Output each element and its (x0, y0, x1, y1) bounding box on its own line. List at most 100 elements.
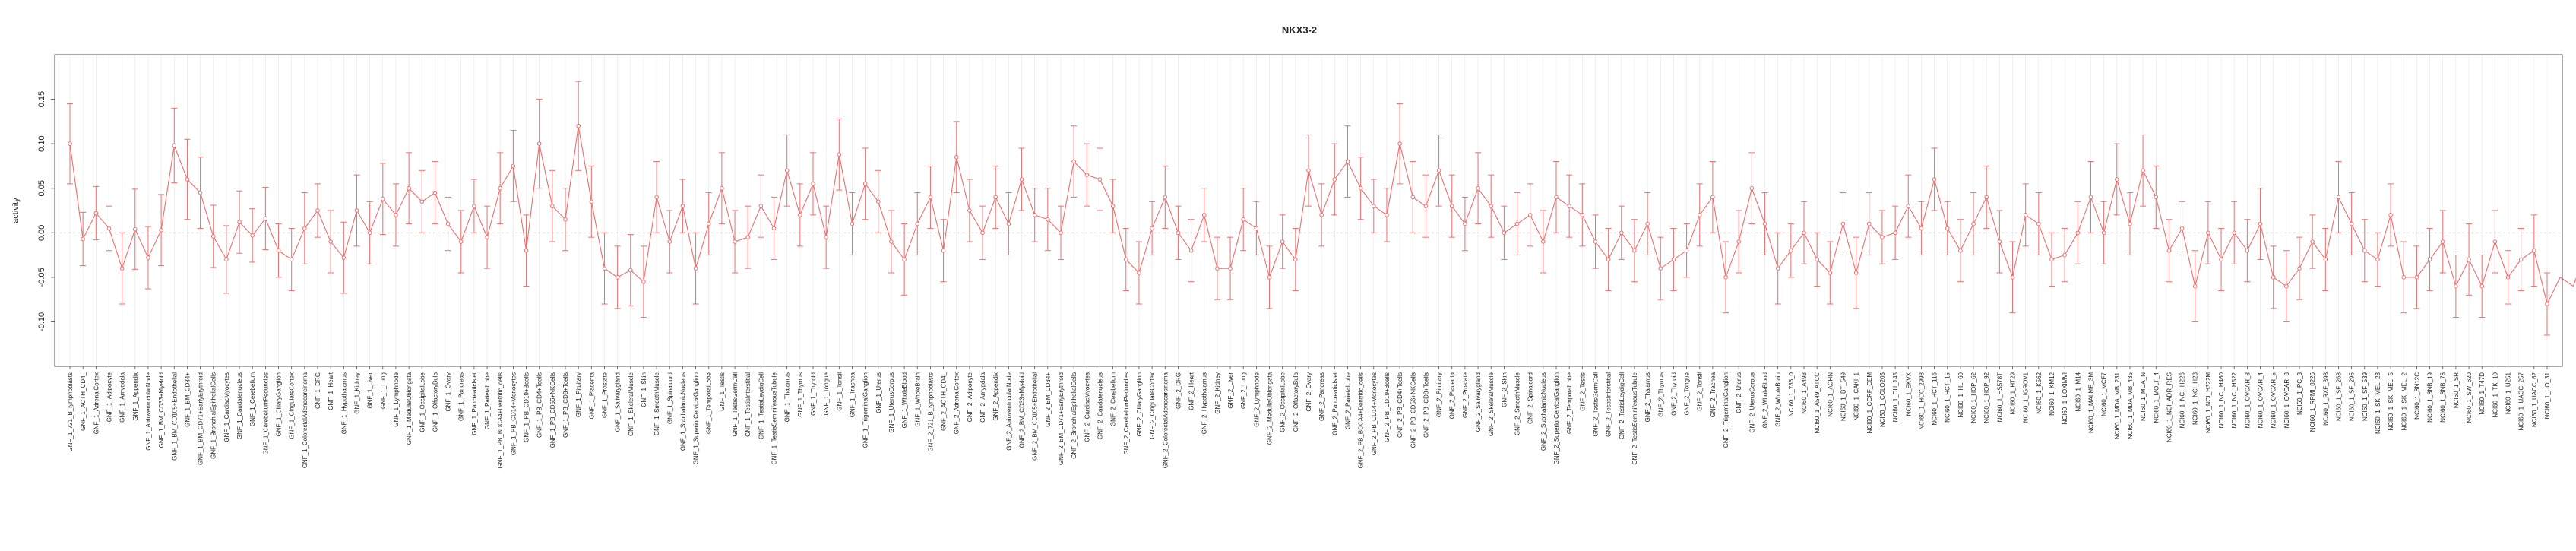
x-tick-label: NCI60_1_RPMI_8226 (2309, 372, 2316, 432)
data-point (68, 141, 72, 146)
tick-layer: GNF_1_721_B_lymphoblasts GNF_1_ACTH_CD4_ G… (67, 366, 2551, 469)
data-point (2284, 283, 2289, 289)
data-point (380, 196, 385, 201)
x-tick-label: GNF_2_PancreaticIslet (1331, 372, 1338, 435)
data-point (2427, 257, 2432, 262)
data-point (354, 208, 359, 213)
x-tick-label: GNF_1_Ovary (445, 372, 452, 412)
data-point (2336, 195, 2341, 200)
series-layer (67, 81, 2576, 336)
data-point (1619, 230, 1624, 236)
data-point (2375, 257, 2380, 262)
data-point (1097, 177, 1103, 182)
data-point (1971, 221, 1976, 226)
x-tick-label: GNF_2_Skin (1501, 372, 1508, 407)
data-point (2323, 257, 2328, 262)
x-tick-label: GNF_2_BronchialEpithelialCells (1071, 372, 1078, 459)
data-point (1906, 204, 1911, 208)
data-point (733, 239, 737, 244)
x-tick-label: GNF_2_Testis (1579, 372, 1586, 411)
x-tick-label: NCI60_1_SW_620 (2466, 372, 2473, 423)
data-point (1385, 213, 1389, 217)
x-tick-label: GNF_1_PB_BDCA4+Dentritic_cells (497, 372, 504, 469)
x-tick-label: GNF_1_Prostate (601, 372, 608, 418)
data-point (276, 248, 281, 253)
x-tick-label: GNF_1_Liver (367, 372, 374, 409)
x-tick-label: NCI60_1_IGROV1 (2023, 372, 2030, 423)
x-tick-label: GNF_2_Ovary (1305, 372, 1312, 412)
data-point (1463, 221, 1467, 226)
x-tick-label: GNF_1_PancreaticIslet (471, 372, 478, 435)
x-tick-label: GNF_2_Thalamus (1644, 372, 1651, 422)
x-tick-label: GNF_1_Cerebellum (249, 372, 256, 426)
x-tick-label: GNF_2_TestisSeminiferousTubule (1631, 372, 1638, 464)
x-tick-label: GNF_1_BM_CD71+EarlyErythroid (198, 372, 204, 465)
x-tick-label: GNF_1_SubthalamicNucleus (679, 372, 686, 451)
data-point (954, 154, 959, 160)
data-point (2271, 275, 2276, 280)
x-tick-label: GNF_1_DRG (315, 372, 321, 409)
data-point (159, 227, 163, 233)
x-tick-label: GNF_2_Tongue (1684, 372, 1691, 415)
x-tick-label: NCI60_1_NCI_H522 (2231, 372, 2238, 428)
x-tick-label: GNF_2_UterusCorpus (1748, 372, 1755, 433)
x-tick-label: GNF_1_Uterus (875, 372, 882, 413)
data-point (81, 236, 85, 242)
x-tick-label: GNF_2_Salivarygland (1475, 372, 1482, 432)
data-point (1319, 213, 1324, 217)
data-point (2479, 283, 2485, 289)
data-point (875, 199, 881, 204)
x-tick-label: GNF_2_PB_CD19+Bcells (1384, 372, 1391, 442)
data-point (2388, 213, 2393, 217)
data-point (1188, 248, 1194, 253)
x-tick-label: NCI60_1_HL_60 (1957, 372, 1964, 417)
x-tick-label: NCI60_1_K562 (2036, 372, 2043, 413)
data-point (1019, 177, 1024, 182)
x-tick-label: NCI60_1_SK_MEL_28 (2375, 372, 2381, 433)
data-point (1137, 271, 1141, 275)
data-point (771, 226, 777, 231)
data-point (1645, 221, 1650, 226)
x-tick-label: GNF_1_BM_CD34+ (184, 372, 191, 427)
data-point (2114, 177, 2119, 182)
x-tick-label: GNF_1_CerebellumPeduncles (262, 372, 269, 455)
data-point (2023, 213, 2028, 217)
data-point (654, 195, 659, 200)
data-point (889, 239, 894, 244)
data-point (185, 177, 190, 182)
data-point (1163, 195, 1168, 200)
x-tick-label: GNF_2_CardiacMyocytes (1084, 372, 1090, 442)
x-tick-label: GNF_1_CiliaryGanglion (276, 372, 283, 436)
x-tick-label: GNF_1_Pituitary (575, 372, 582, 417)
data-point (2010, 275, 2015, 280)
data-point (407, 185, 411, 191)
x-tick-label: GNF_1_MedullaOblongata (406, 372, 413, 445)
x-tick-label: GNF_2_Placenta (1449, 372, 1456, 419)
data-point (2075, 230, 2081, 236)
x-tick-label: GNF_1_Tongue (823, 372, 830, 415)
x-tick-label: GNF_1_TestisInterstitial (745, 372, 752, 437)
data-point (2049, 257, 2054, 262)
x-tick-label: GNF_1_Thymus (797, 372, 804, 417)
x-tick-label: NCI60_1_BT_549 (1840, 372, 1847, 421)
data-point (1449, 204, 1454, 208)
data-point (1293, 257, 1298, 262)
data-point (1984, 195, 1989, 200)
data-point (2492, 239, 2498, 244)
data-point (1567, 204, 1571, 208)
x-tick-label: GNF_2_Lymphnode (1253, 372, 1260, 426)
data-point (146, 255, 150, 260)
data-point (1059, 230, 1063, 236)
data-point (1580, 213, 1585, 217)
data-point (472, 204, 476, 208)
data-point (1815, 257, 1819, 262)
x-tick-label: NCI60_1_NCI_H226 (2179, 372, 2186, 428)
x-tick-label: GNF_1_SmoothMuscle (653, 372, 660, 435)
x-tick-label: GNF_2_Caudatenucleus (1097, 372, 1103, 439)
x-tick-label: NCI60_1_SF_539 (2362, 372, 2369, 421)
x-tick-label: NCI60_1_A549_ATCC (1814, 372, 1821, 434)
data-point (758, 204, 764, 208)
data-point (485, 235, 489, 239)
y-tick-label: 0.10 (37, 135, 46, 151)
